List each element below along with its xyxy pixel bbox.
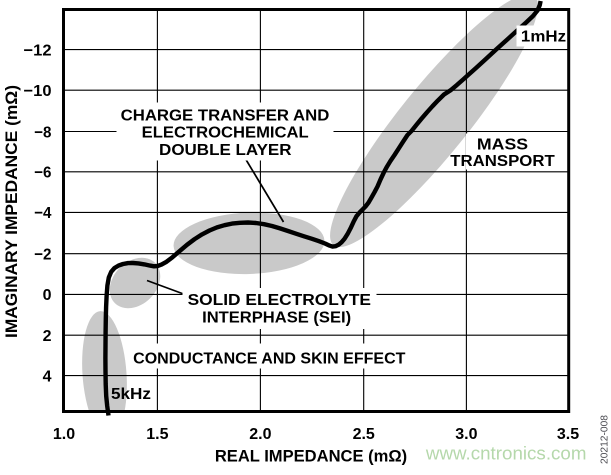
svg-text:ELECTROCHEMICAL: ELECTROCHEMICAL: [142, 125, 309, 142]
svg-text:−4: −4: [34, 205, 51, 222]
svg-text:2.5: 2.5: [353, 426, 375, 443]
svg-text:REAL IMPEDANCE (mΩ): REAL IMPEDANCE (mΩ): [215, 446, 407, 465]
svg-text:1.0: 1.0: [53, 426, 75, 443]
svg-text:−12: −12: [24, 42, 52, 59]
svg-text:4: 4: [43, 368, 52, 385]
svg-text:TRANSPORT: TRANSPORT: [450, 153, 555, 170]
svg-text:5kHz: 5kHz: [111, 386, 151, 403]
svg-text:2.0: 2.0: [249, 426, 271, 443]
svg-text:0: 0: [43, 287, 52, 304]
svg-text:3.5: 3.5: [557, 426, 579, 443]
svg-text:MASS: MASS: [477, 136, 529, 153]
svg-text:1.5: 1.5: [146, 426, 168, 443]
svg-text:2: 2: [43, 328, 52, 345]
svg-text:IMAGINARY IMPEDANCE (mΩ): IMAGINARY IMPEDANCE (mΩ): [2, 85, 21, 338]
svg-text:CHARGE TRANSFER AND: CHARGE TRANSFER AND: [121, 108, 330, 125]
svg-text:INTERPHASE (SEI): INTERPHASE (SEI): [202, 310, 351, 327]
svg-text:CONDUCTANCE AND SKIN EFFECT: CONDUCTANCE AND SKIN EFFECT: [133, 351, 406, 368]
svg-text:−2: −2: [34, 247, 51, 264]
svg-text:SOLID ELECTROLYTE: SOLID ELECTROLYTE: [188, 292, 372, 309]
svg-text:−10: −10: [24, 83, 52, 100]
svg-text:DOUBLE LAYER: DOUBLE LAYER: [159, 142, 292, 159]
svg-text:1mHz: 1mHz: [521, 29, 566, 46]
svg-text:3.0: 3.0: [455, 426, 477, 443]
svg-text:−8: −8: [34, 124, 51, 141]
svg-text:−6: −6: [34, 165, 51, 182]
svg-text:20212-008: 20212-008: [599, 415, 611, 464]
svg-text:www.cntronics.com: www.cntronics.com: [425, 444, 587, 464]
